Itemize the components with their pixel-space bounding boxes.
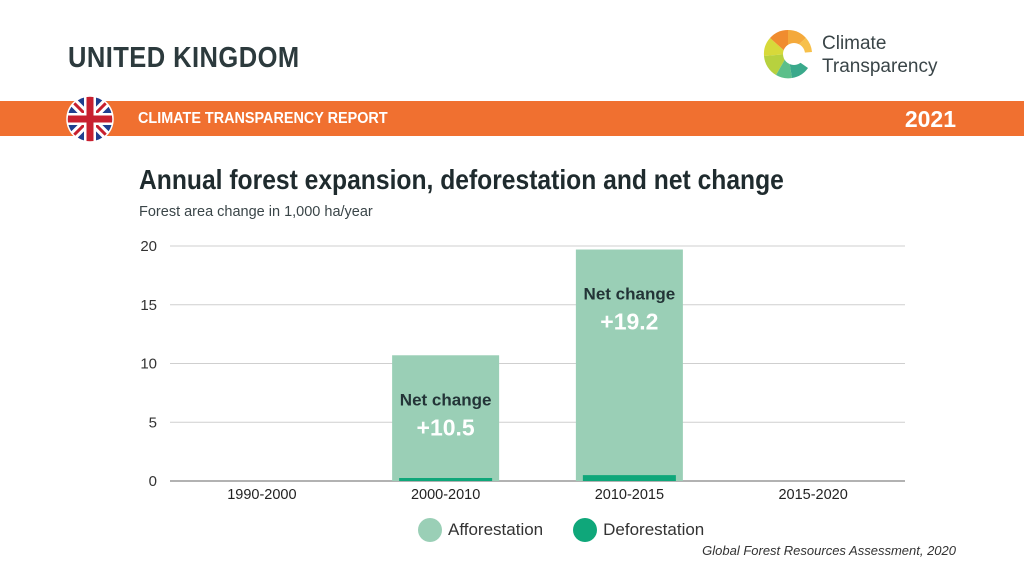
- source-note: Global Forest Resources Assessment, 2020: [702, 543, 956, 558]
- deforestation-bar: [399, 478, 493, 481]
- net-change-label: Net change: [584, 285, 676, 304]
- afforestation-bar: [575, 249, 683, 481]
- y-tick-label: 20: [140, 238, 157, 255]
- report-banner: CLIMATE TRANSPARENCY REPORT 2021: [0, 101, 1024, 136]
- chart-legend: Afforestation Deforestation: [418, 517, 734, 543]
- deforestation-swatch: [573, 518, 598, 542]
- x-tick-label: 2000-2010: [411, 487, 480, 503]
- legend-deforestation: Deforestation: [573, 518, 704, 542]
- legend-afforestation: Afforestation: [418, 518, 543, 542]
- logo-line2: Transparency: [822, 56, 938, 77]
- climate-transparency-logo: Climate Transparency: [760, 26, 960, 84]
- chart-title: Annual forest expansion, deforestation a…: [139, 164, 784, 195]
- x-tick-label: 2015-2020: [778, 487, 847, 503]
- deforestation-bar: [582, 475, 676, 481]
- y-tick-label: 10: [140, 356, 157, 373]
- country-title: UNITED KINGDOM: [68, 42, 300, 74]
- report-year: 2021: [904, 106, 956, 132]
- legend-deforestation-label: Deforestation: [603, 520, 705, 539]
- chart-subtitle: Forest area change in 1,000 ha/year: [139, 204, 373, 220]
- x-tick-label: 2010-2015: [595, 487, 664, 503]
- y-tick-label: 0: [149, 473, 157, 490]
- y-tick-label: 5: [149, 414, 157, 431]
- net-change-value: +19.2: [600, 309, 658, 335]
- report-label: CLIMATE TRANSPARENCY REPORT: [138, 110, 388, 127]
- y-tick-label: 15: [140, 297, 157, 314]
- uk-flag-icon: [66, 95, 114, 143]
- net-change-label: Net change: [400, 390, 492, 409]
- afforestation-bar: [392, 355, 500, 481]
- afforestation-swatch: [418, 518, 442, 542]
- x-tick-label: 1990-2000: [227, 487, 296, 503]
- legend-afforestation-label: Afforestation: [448, 520, 544, 539]
- logo-icon: [763, 29, 812, 79]
- net-change-value: +10.5: [417, 414, 475, 440]
- logo-line1: Climate: [822, 33, 887, 54]
